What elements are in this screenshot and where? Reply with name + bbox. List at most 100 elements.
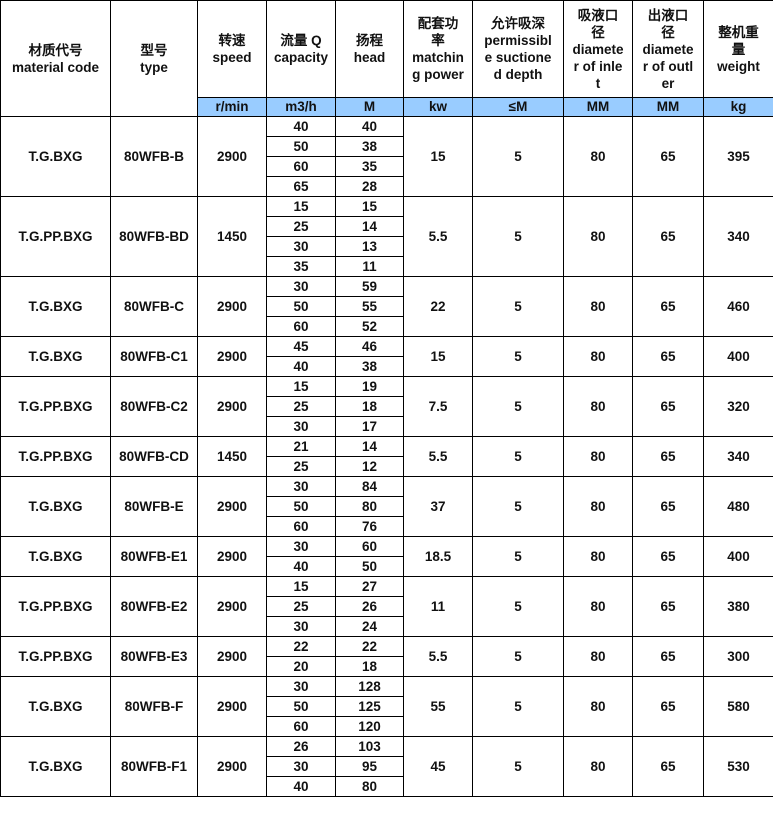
weight-cell: 300 (703, 636, 773, 677)
head-cell: 12 (335, 456, 404, 477)
speed-cell: 2900 (197, 676, 267, 737)
capacity-cell: 21 (266, 436, 336, 457)
suction-depth-cell: 5 (472, 436, 564, 477)
table-row: 60 52 (1, 316, 773, 337)
table-row: T.G.PP.BXG 80WFB-C2 2900 15 19 7.5 5 80 65 320 (0, 376, 773, 437)
material-code-cell: T.G.BXG (0, 276, 111, 337)
capacity-cell: 30 (266, 236, 336, 257)
type-cell: 80WFB-E1 (110, 536, 198, 577)
head-cell: 60 (335, 536, 404, 557)
table-row: 25 14 (1, 216, 773, 237)
table-row: T.G.BXG 80WFB-E 2900 30 84 37 5 80 65 480 (0, 476, 773, 537)
head-cell: 26 (335, 596, 404, 617)
inlet-diameter-cell: 80 (563, 576, 633, 637)
capacity-cell: 22 (266, 636, 336, 657)
capacity-cell: 60 (266, 716, 336, 737)
head-cell: 80 (335, 496, 404, 517)
capacity-cell: 40 (266, 116, 336, 137)
inlet-diameter-cell: 80 (563, 276, 633, 337)
unit-inlet: MM (563, 97, 633, 117)
capacity-cell: 30 (266, 676, 336, 697)
table-row: 50 125 (1, 696, 773, 717)
outlet-diameter-cell: 65 (632, 116, 704, 197)
inlet-diameter-cell: 80 (563, 676, 633, 737)
inlet-diameter-cell: 80 (563, 196, 633, 277)
capacity-cell: 60 (266, 156, 336, 177)
header-speed: 转速 speed (197, 0, 267, 98)
table-row: 60 120 (1, 716, 773, 737)
power-cell: 11 (403, 576, 473, 637)
head-cell: 40 (335, 116, 404, 137)
suction-depth-cell: 5 (472, 376, 564, 437)
table-row: T.G.PP.BXG 80WFB-E3 2900 22 22 5.5 5 80 65 300 (0, 636, 773, 677)
material-code-cell: T.G.BXG (0, 476, 111, 537)
unit-capacity: m3/h (266, 97, 336, 117)
table-row: 40 80 (1, 776, 773, 797)
capacity-cell: 30 (266, 416, 336, 437)
speed-cell: 1450 (197, 196, 267, 277)
head-cell: 22 (335, 636, 404, 657)
weight-cell: 400 (703, 536, 773, 577)
material-code-cell: T.G.BXG (0, 676, 111, 737)
speed-cell: 2900 (197, 116, 267, 197)
head-cell: 13 (335, 236, 404, 257)
type-cell: 80WFB-BD (110, 196, 198, 277)
head-cell: 17 (335, 416, 404, 437)
material-code-cell: T.G.BXG (0, 336, 111, 377)
head-cell: 59 (335, 276, 404, 297)
capacity-cell: 45 (266, 336, 336, 357)
type-cell: 80WFB-F1 (110, 736, 198, 797)
speed-cell: 2900 (197, 476, 267, 537)
head-cell: 50 (335, 556, 404, 577)
table-row: T.G.BXG 80WFB-F1 2900 26 103 45 5 80 65 530 (0, 736, 773, 797)
power-cell: 18.5 (403, 536, 473, 577)
header-outlet-diameter: 出液口径 diamete r of outl er (632, 0, 704, 98)
capacity-cell: 40 (266, 556, 336, 577)
speed-cell: 2900 (197, 336, 267, 377)
unit-suction: ≤M (472, 97, 564, 117)
capacity-cell: 50 (266, 296, 336, 317)
table-row: T.G.BXG 80WFB-F 2900 30 128 55 5 80 65 580 (0, 676, 773, 737)
table-row: 30 95 (1, 756, 773, 777)
table-row: T.G.BXG 80WFB-C 2900 30 59 22 5 80 65 460 (0, 276, 773, 337)
table-row: T.G.PP.BXG 80WFB-E2 2900 15 27 11 5 80 65 380 (0, 576, 773, 637)
outlet-diameter-cell: 65 (632, 376, 704, 437)
material-code-cell: T.G.BXG (0, 536, 111, 577)
type-cell: 80WFB-CD (110, 436, 198, 477)
unit-outlet: MM (632, 97, 704, 117)
power-cell: 15 (403, 116, 473, 197)
material-code-cell: T.G.PP.BXG (0, 436, 111, 477)
inlet-diameter-cell: 80 (563, 536, 633, 577)
inlet-diameter-cell: 80 (563, 336, 633, 377)
inlet-diameter-cell: 80 (563, 116, 633, 197)
capacity-cell: 65 (266, 176, 336, 197)
table-row: T.G.BXG 80WFB-C1 2900 45 46 15 5 80 65 400 (0, 336, 773, 377)
power-cell: 37 (403, 476, 473, 537)
capacity-cell: 15 (266, 376, 336, 397)
table-row: 40 38 (1, 356, 773, 377)
material-code-cell: T.G.PP.BXG (0, 196, 111, 277)
table-row: T.G.BXG 80WFB-B 2900 40 40 15 5 80 65 395 (0, 116, 773, 197)
capacity-cell: 30 (266, 616, 336, 637)
table-row: 25 18 (1, 396, 773, 417)
power-cell: 45 (403, 736, 473, 797)
type-cell: 80WFB-E3 (110, 636, 198, 677)
speed-cell: 2900 (197, 376, 267, 437)
capacity-cell: 60 (266, 316, 336, 337)
head-cell: 28 (335, 176, 404, 197)
capacity-cell: 20 (266, 656, 336, 677)
table-row: T.G.BXG 80WFB-E1 2900 30 60 18.5 5 80 65 400 (0, 536, 773, 577)
header-inlet-diameter: 吸液口径 diamete r of inle t (563, 0, 633, 98)
inlet-diameter-cell: 80 (563, 436, 633, 477)
inlet-diameter-cell: 80 (563, 476, 633, 537)
outlet-diameter-cell: 65 (632, 336, 704, 377)
table-row: 25 12 (1, 456, 773, 477)
outlet-diameter-cell: 65 (632, 536, 704, 577)
power-cell: 5.5 (403, 196, 473, 277)
head-cell: 52 (335, 316, 404, 337)
head-cell: 80 (335, 776, 404, 797)
header-weight: 整机重量 weight (703, 0, 773, 98)
